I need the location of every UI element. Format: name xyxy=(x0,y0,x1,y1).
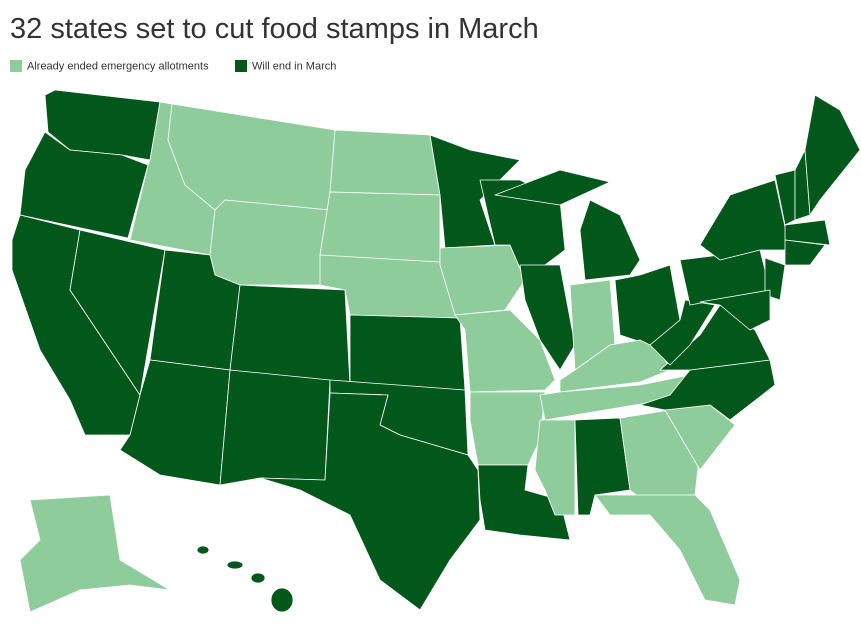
state-shape xyxy=(579,199,641,281)
legend-label: Already ended emergency allotments xyxy=(27,60,209,72)
state-shape xyxy=(229,284,351,386)
state-shape xyxy=(439,244,526,316)
state-shape xyxy=(250,572,266,584)
state-shape xyxy=(477,464,571,541)
state-shape xyxy=(469,391,546,466)
state-shape xyxy=(270,587,294,613)
state-shape xyxy=(699,289,771,331)
state-shape xyxy=(639,359,776,421)
state-shape xyxy=(319,191,441,266)
state-shape xyxy=(259,392,481,611)
states xyxy=(11,89,861,613)
state-shape xyxy=(784,239,826,266)
state-shape xyxy=(519,264,576,371)
state-shape xyxy=(764,257,786,301)
state-shape xyxy=(209,199,331,286)
state-shape xyxy=(594,494,741,606)
state-shape xyxy=(219,369,331,486)
state-shape xyxy=(784,219,831,246)
state-shape xyxy=(494,169,611,206)
state-shape xyxy=(454,309,556,393)
state-shape xyxy=(804,94,861,216)
state-shape xyxy=(226,560,244,570)
state-shape xyxy=(429,134,521,249)
state-shape xyxy=(329,129,441,196)
state-shape xyxy=(699,179,791,261)
state-shape xyxy=(196,545,210,555)
state-shape xyxy=(19,131,149,239)
title: 32 states set to cut food stamps in Marc… xyxy=(10,13,539,45)
legend-swatch xyxy=(235,60,247,72)
state-shape xyxy=(649,299,716,366)
legend-label: Will end in March xyxy=(252,60,336,72)
legend-swatch xyxy=(10,60,22,72)
state-shape xyxy=(349,314,466,391)
state-shape xyxy=(19,494,171,613)
